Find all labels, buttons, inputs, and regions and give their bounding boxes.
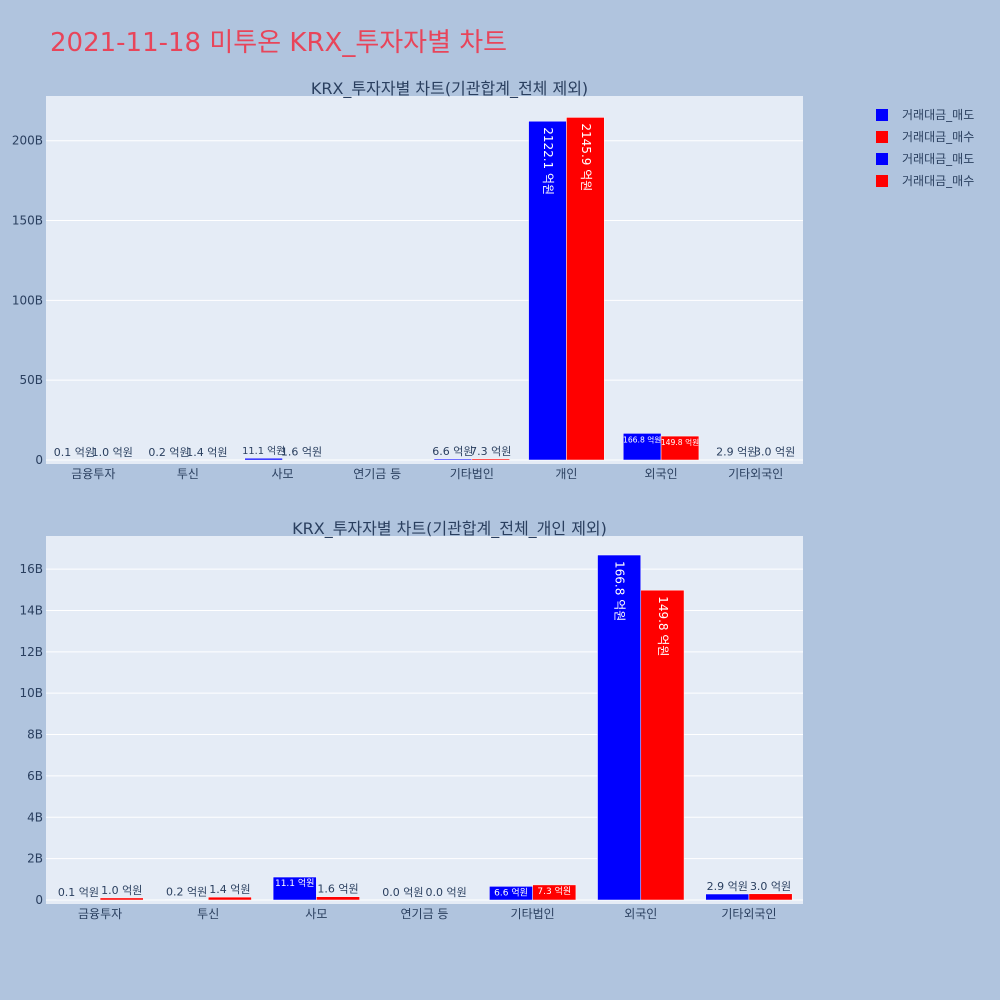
y-tick-label: 150B [12, 214, 43, 228]
y-tick-label: 10B [19, 686, 43, 700]
x-tick-label: 기타외국인 [721, 907, 776, 921]
data-label: 0.1 억원 [58, 886, 99, 899]
data-label: 166.8 억원 [623, 435, 661, 444]
legend-label: 거래대금_매도 [902, 108, 974, 122]
legend-item[interactable]: 거래대금_매수 [876, 130, 974, 144]
y-tick-label: 2B [27, 852, 43, 866]
x-tick-label: 개인 [555, 467, 577, 481]
data-label: 1.0 억원 [92, 446, 133, 459]
bar-buy [316, 896, 360, 901]
legend-item[interactable]: 거래대금_매도 [876, 152, 974, 166]
bar-buy [99, 897, 144, 901]
data-label: 11.1 억원 [242, 445, 285, 457]
y-tick-label: 12B [19, 645, 43, 659]
x-tick-label: 사모 [272, 467, 294, 481]
x-tick-label: 외국인 [645, 467, 678, 481]
bar-sell [244, 457, 283, 461]
bar-buy [640, 589, 685, 901]
data-label: 7.3 억원 [470, 445, 511, 458]
chart-panel-1: 0 50B 100B 150B 200B KRX_투자자별 차트(기관합계_전체 제외) 금… [12, 79, 803, 481]
y-tick-label: 0 [35, 453, 43, 467]
data-label: 7.3 억원 [537, 885, 571, 897]
x-tick-label: 기타법인 [450, 467, 494, 481]
data-label: 6.6 억원 [432, 445, 473, 458]
data-label: 2.9 억원 [707, 880, 748, 893]
y-tick-label: 14B [19, 603, 43, 617]
data-label: 149.8 억원 [661, 438, 699, 447]
legend-label: 거래대금_매수 [902, 130, 974, 144]
x-tick-label: 연기금 등 [353, 467, 401, 481]
bar-buy [566, 117, 605, 461]
page-title: 2021-11-18 미투온 KRX_투자자별 차트 [50, 28, 508, 58]
plot-area [46, 96, 803, 464]
data-label: 2122.1 억원 [541, 127, 555, 195]
bar-buy [748, 893, 793, 901]
data-label: 166.8 억원 [613, 561, 627, 621]
legend-label: 거래대금_매수 [902, 174, 974, 188]
legend-item[interactable]: 거래대금_매도 [876, 108, 974, 122]
bar-buy [471, 458, 510, 461]
data-label: 0.0 억원 [382, 886, 423, 899]
y-tick-label: 50B [19, 373, 43, 387]
y-tick-label: 6B [27, 769, 43, 783]
bar-buy [207, 896, 252, 901]
legend-swatch [876, 131, 888, 143]
data-label: 3.0 억원 [750, 880, 791, 893]
data-label: 149.8 억원 [656, 596, 670, 656]
x-tick-label: 연기금 등 [401, 907, 449, 921]
data-label: 3.0 억원 [754, 446, 795, 459]
bar-sell [528, 120, 567, 461]
data-label: 1.6 억원 [317, 883, 358, 896]
x-tick-label: 투신 [197, 907, 219, 921]
x-tick-label: 금융투자 [71, 467, 115, 481]
plot-area [46, 536, 803, 904]
subplot-title: KRX_투자자별 차트(기관합계_전체 제외) [311, 79, 588, 99]
data-label: 1.0 억원 [101, 884, 142, 897]
y-tick-label: 8B [27, 728, 43, 742]
bar-sell [705, 893, 750, 901]
x-tick-label: 금융투자 [78, 907, 122, 921]
data-label: 1.6 억원 [281, 446, 322, 459]
chart-panel-2: 0 2B 4B 6B 8B 10B 12B 14B 16B KRX_투자자별 차트(기관합계_전체… [19, 519, 803, 921]
data-label: 6.6 억원 [494, 886, 528, 898]
subplot-title: KRX_투자자별 차트(기관합계_전체_개인 제외) [292, 519, 607, 539]
data-label: 1.4 억원 [186, 446, 227, 459]
bar-buy [532, 884, 577, 901]
data-label: 0.2 억원 [148, 446, 189, 459]
data-label: 2145.9 억원 [579, 123, 593, 191]
x-tick-label: 사모 [305, 907, 327, 921]
bar-sell [433, 458, 473, 461]
legend-label: 거래대금_매도 [902, 152, 974, 166]
data-label: 2.9 억원 [716, 446, 757, 459]
legend-item[interactable]: 거래대금_매수 [876, 174, 974, 188]
y-tick-label: 0 [35, 893, 43, 907]
legend-swatch [876, 109, 888, 121]
x-tick-label: 외국인 [624, 907, 657, 921]
bar-buy [660, 435, 700, 461]
y-tick-label: 100B [12, 293, 43, 307]
data-label: 1.4 억원 [209, 883, 250, 896]
y-tick-label: 200B [12, 134, 43, 148]
x-tick-label: 기타외국인 [728, 467, 783, 481]
data-label: 0.2 억원 [166, 886, 207, 899]
bar-sell [272, 876, 317, 901]
legend-swatch [876, 153, 888, 165]
y-tick-label: 4B [27, 810, 43, 824]
x-tick-label: 기타법인 [511, 907, 555, 921]
legend-swatch [876, 175, 888, 187]
y-tick-label: 16B [19, 562, 43, 576]
x-tick-label: 투신 [177, 467, 199, 481]
data-label: 11.1 억원 [275, 877, 314, 889]
data-label: 0.0 억원 [426, 886, 467, 899]
bar-sell [597, 554, 642, 901]
data-label: 0.1 억원 [54, 446, 95, 459]
